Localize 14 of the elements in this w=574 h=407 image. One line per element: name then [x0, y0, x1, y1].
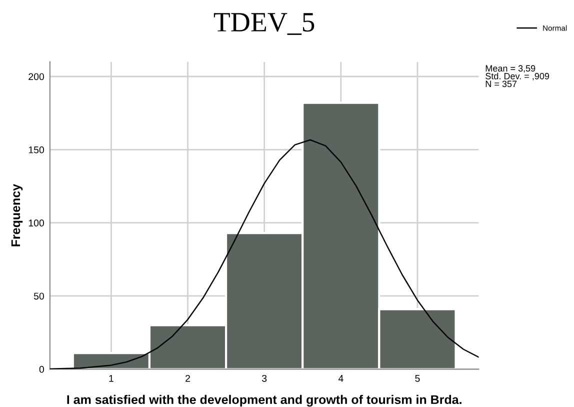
y-tick-label: 200 [28, 73, 44, 80]
x-axis-title: I am satisfied with the development and growth of tourism in Brda. [67, 394, 462, 407]
y-tick-label: 50 [34, 292, 44, 300]
x-tick-label: 3 [262, 374, 267, 382]
x-tick-label: 5 [415, 375, 420, 382]
text: Mean = 3,59 Std. Dev. = ,909 N = 357 [486, 65, 550, 88]
y-tick-label: 150 [28, 146, 44, 154]
y-axis-title: Frequency [11, 184, 23, 246]
x-tick-label: 1 [109, 375, 114, 382]
chart-title: TDEV_5 [214, 13, 314, 35]
x-tick-label: 4 [338, 375, 344, 382]
y-tick-label: 0 [39, 366, 44, 373]
y-tick-label: 100 [28, 220, 44, 226]
x-tick-label: 2 [186, 374, 190, 382]
